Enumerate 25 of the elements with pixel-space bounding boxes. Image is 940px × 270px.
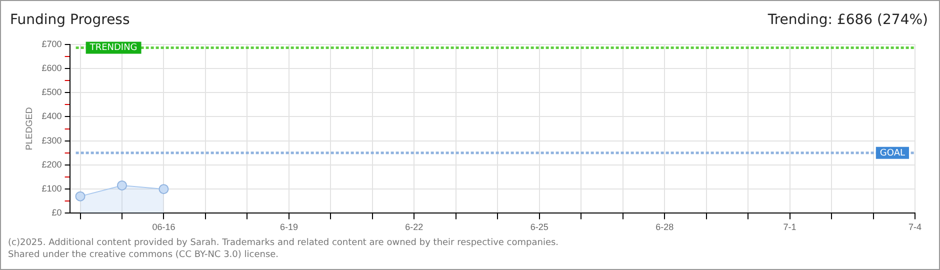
point <box>158 184 169 194</box>
x-tick-label: 7-1 <box>783 222 796 232</box>
y-tick-label: £500 <box>42 87 62 98</box>
text: Trending: £686 (274%) <box>768 12 928 28</box>
y-axis-title: PLEDGED <box>24 106 34 150</box>
text: (c)2025. Additional content provided by Sarah. Trademarks and related content are owned by their respective companies. <box>8 237 559 249</box>
text: Shared under the creative commons (CC BY-NC 3.0) license. <box>8 249 280 261</box>
y-tick-label: £400 <box>42 111 62 122</box>
ref-line-label: GOAL <box>880 148 906 158</box>
point <box>116 180 127 190</box>
x-tick-label: 6-19 <box>280 222 298 232</box>
ref-line-label: TRENDING <box>88 43 138 54</box>
x-tick-label: 06-16 <box>152 222 176 232</box>
chart-title: Funding Progress <box>10 12 130 28</box>
y-tick-label: £100 <box>42 184 62 194</box>
x-tick-label: 6-22 <box>405 222 424 232</box>
y-tick-label: £0 <box>52 208 62 218</box>
x-tick-label: 7-4 <box>908 222 922 232</box>
point <box>75 191 86 202</box>
y-tick-label: £300 <box>42 135 62 146</box>
y-tick-label: £200 <box>42 159 62 170</box>
y-tick-label: £600 <box>42 63 62 73</box>
x-tick-label: 6-25 <box>530 222 548 232</box>
x-tick-label: 6-28 <box>656 222 674 232</box>
y-tick-label: £700 <box>42 38 62 49</box>
